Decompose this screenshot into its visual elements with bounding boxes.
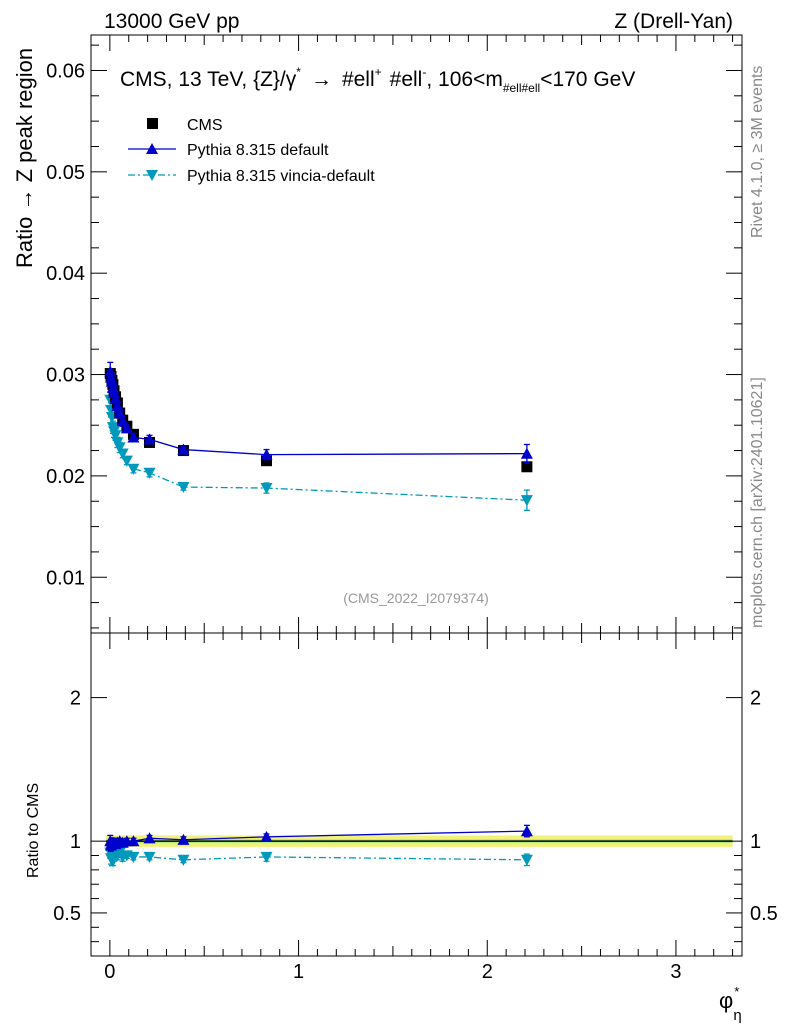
data-point-vincia [113,442,126,454]
legend-item-default: Pythia 8.315 default [128,142,329,159]
data-point-vincia [260,482,273,495]
main-ytick-label: 0.03 [46,365,85,387]
legend: CMS Pythia 8.315 default Pythia 8.315 vi… [128,117,375,185]
xtick-label: 2 [482,961,493,983]
data-point-default [520,447,533,459]
data-point-vincia [143,467,156,479]
title-mass-prefix: , 106<m [426,68,502,91]
data-point-ratio-default [177,833,190,845]
data-point-ratio-default [520,825,533,837]
ratio-ylabel: Ratio to CMS [25,783,42,878]
data-point-ratio-vincia [520,854,533,866]
data-point-ratio-default [260,830,273,842]
data-point-ratio-vincia [260,851,273,863]
ratio-plot-frame [90,632,743,957]
data-point-vincia [177,481,190,494]
title-ell2: #ell [390,68,423,91]
data-point-default [127,431,140,443]
legend-default-marker [146,143,158,154]
legend-cms-marker [147,118,158,129]
data-point-vincia [109,430,122,442]
title-main: CMS, 13 TeV, {Z}/γ [120,68,297,91]
legend-item-vincia: Pythia 8.315 vincia-default [128,168,375,185]
ratio-plot-panel: 0.5 0.5 1 1 2 2 0 1 2 3 [53,632,778,983]
legend-vincia-label: Pythia 8.315 vincia-default [187,168,375,185]
data-point-default [109,392,122,404]
ratio-ytick-label: 0.5 [53,903,81,925]
ratio-ytick-label-right: 1 [750,831,761,853]
title-minus: - [422,65,426,79]
series-line-default [109,371,527,456]
title-star: * [296,65,301,79]
ratio-ytick-label: 1 [70,831,81,853]
rivet-version-label: Rivet 4.1.0, ≥ 3M events [749,66,766,238]
title-mass-suffix: <170 GeV [540,68,635,91]
data-point-ratio-vincia [177,854,190,866]
data-point-ratio-vincia [127,851,140,863]
series-line-vincia [109,399,527,501]
analysis-watermark: (CMS_2022_I2079374) [343,590,489,606]
series-line-ratio-vincia [109,851,527,863]
ratio-ytick-label-right: 2 [750,688,761,710]
main-plot-panel: 0.01 0.02 0.03 0.04 0.05 0.06 CMS, 13 TeV, {Z… [46,34,743,634]
ratio-ytick-label: 2 [70,688,81,710]
data-point-cms [260,455,272,467]
main-ytick-label: 0.05 [46,162,85,184]
data-point-default [116,415,129,427]
ratio-ytick-label-right: 0.5 [750,903,778,925]
x-axis-title: φ* η [719,984,742,1024]
main-ytick-label: 0.02 [46,466,85,488]
data-point-vincia [120,455,133,467]
main-ytick-label: 0.06 [46,60,85,82]
legend-default-label: Pythia 8.315 default [187,142,329,159]
data-point-ratio-vincia [143,851,156,863]
data-point-vincia [116,448,129,460]
data-point-vincia [520,495,533,507]
title-mass-sub: #ell#ell [503,81,540,95]
main-ytick-label: 0.04 [46,263,85,285]
xtick-label: 0 [104,961,115,983]
data-point-vincia [127,463,140,475]
xlabel-eta: η [733,1007,741,1024]
data-point-default [106,381,119,393]
data-point-ratio-default [143,832,156,844]
data-point-default [260,448,273,460]
legend-vincia-marker [146,170,158,181]
data-point-default [120,422,133,434]
legend-item-cms: CMS [147,117,223,134]
header-process: Z (Drell-Yan) [614,10,733,33]
xtick-label: 3 [670,961,681,983]
title-plus: + [375,65,382,79]
main-ylabel: Ratio → Z peak region [12,48,37,268]
plot-title: CMS, 13 TeV, {Z}/γ* → #ell+ #ell-, 106<m#el… [120,65,635,95]
legend-cms-label: CMS [187,117,223,134]
title-ell1: #ell [342,68,375,91]
data-point-cms [521,461,533,473]
data-point-ratio-default [127,835,140,847]
header-energy: 13000 GeV pp [104,10,239,33]
mcplots-label: mcplots.cern.ch [arXiv:2401.10621] [749,377,766,628]
xtick-label: 1 [293,961,304,983]
title-arrow: → [311,68,332,91]
xlabel-star: * [734,984,739,999]
main-ytick-label: 0.01 [46,567,85,589]
data-point-default [143,433,156,445]
data-point-default [177,443,190,455]
xlabel-phi: φ [719,988,733,1013]
